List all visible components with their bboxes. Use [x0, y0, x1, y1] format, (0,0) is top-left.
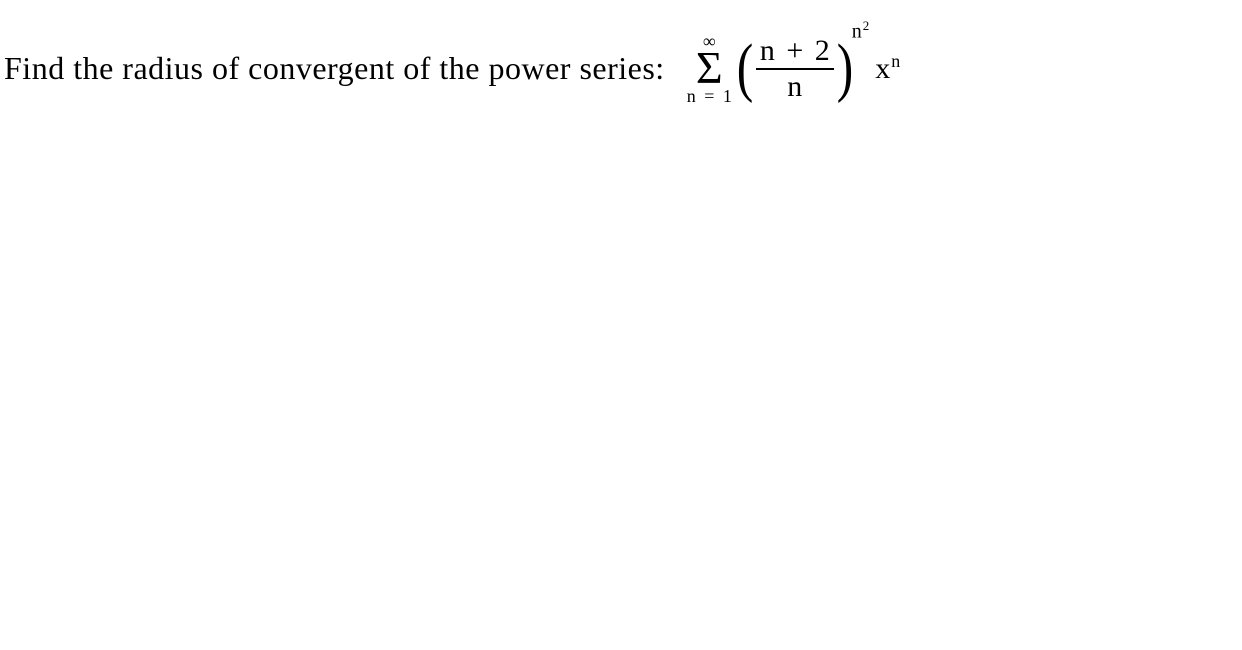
outer-exp-power: 2	[863, 18, 870, 33]
denominator: n	[787, 70, 802, 102]
term: xn	[875, 51, 900, 86]
close-paren: )	[836, 45, 852, 91]
term-base: x	[875, 52, 890, 85]
outer-exponent: n2	[852, 18, 870, 44]
sigma-lower-limit: n = 1	[687, 87, 732, 105]
prompt-text: Find the radius of convergent of the pow…	[4, 50, 665, 87]
problem-line: Find the radius of convergent of the pow…	[0, 0, 1242, 105]
numerator: n + 2	[756, 36, 834, 70]
summation: ∞ Σ n = 1	[687, 32, 732, 105]
outer-exp-base: n	[852, 20, 862, 42]
sigma-symbol: Σ	[696, 48, 723, 87]
open-paren: (	[737, 45, 753, 91]
parenthesized-fraction: ( n + 2 n ) n2	[734, 36, 869, 102]
fraction: n + 2 n	[756, 36, 834, 102]
term-power: n	[891, 51, 900, 71]
formula: ∞ Σ n = 1 ( n + 2 n ) n2 xn	[687, 32, 901, 105]
